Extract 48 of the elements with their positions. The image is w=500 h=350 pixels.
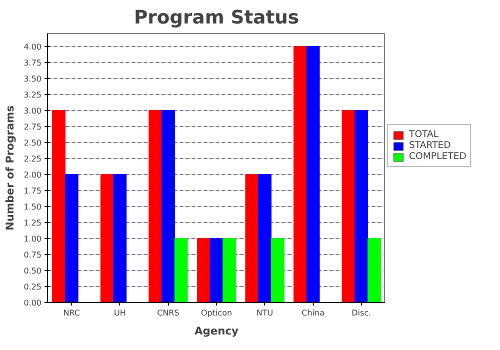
bar (100, 174, 114, 302)
legend-label: COMPLETED (409, 151, 466, 162)
y-tick-label: 0.50 (24, 266, 42, 276)
bar (52, 110, 66, 302)
y-tick-label: 3.00 (24, 106, 42, 116)
chart-title: Program Status (134, 8, 300, 28)
y-tick-label: 2.75 (24, 122, 42, 132)
x-tick-label: UH (114, 308, 126, 318)
bar (210, 238, 224, 302)
y-tick-label: 3.50 (24, 74, 42, 84)
bar (306, 46, 320, 302)
bar (148, 110, 162, 302)
bar (245, 174, 259, 302)
y-tick-label: 0.00 (24, 298, 42, 308)
y-tick-label: 3.75 (24, 58, 42, 68)
y-axis-title: Number of Programs (4, 105, 17, 230)
bar (174, 238, 188, 302)
y-tick-label: 1.75 (24, 186, 42, 196)
bar (270, 238, 284, 302)
bar (113, 174, 127, 302)
y-tick-label: 2.00 (24, 170, 42, 180)
x-axis-title: Agency (194, 324, 239, 338)
y-tick-label: 0.25 (24, 282, 42, 292)
y-tick-label: 2.25 (24, 154, 42, 164)
bar (354, 110, 368, 302)
y-tick-label: 3.25 (24, 90, 42, 100)
legend-label: TOTAL (409, 129, 439, 140)
x-tick-label: CNRS (157, 308, 180, 318)
bar (342, 110, 356, 302)
bar (64, 174, 78, 302)
bar (368, 238, 381, 302)
y-tick-label: 4.00 (24, 42, 42, 52)
bar (196, 238, 210, 302)
y-tick-label: 1.25 (24, 218, 42, 228)
bar (162, 110, 175, 302)
bar (258, 174, 272, 302)
bar (294, 46, 307, 302)
x-tick-label: NRC (63, 308, 80, 318)
y-tick-label: 1.50 (24, 202, 42, 212)
y-tick-label: 0.75 (24, 250, 42, 260)
x-tick-label: Opticon (200, 308, 232, 318)
legend-label: STARTED (409, 140, 451, 151)
x-tick-label: Disc. (352, 308, 372, 318)
x-tick-label: NTU (256, 308, 274, 318)
x-tick-label: China (302, 308, 325, 318)
y-tick-label: 2.50 (24, 138, 42, 148)
bar (222, 238, 236, 302)
y-tick-label: 1.00 (24, 234, 42, 244)
